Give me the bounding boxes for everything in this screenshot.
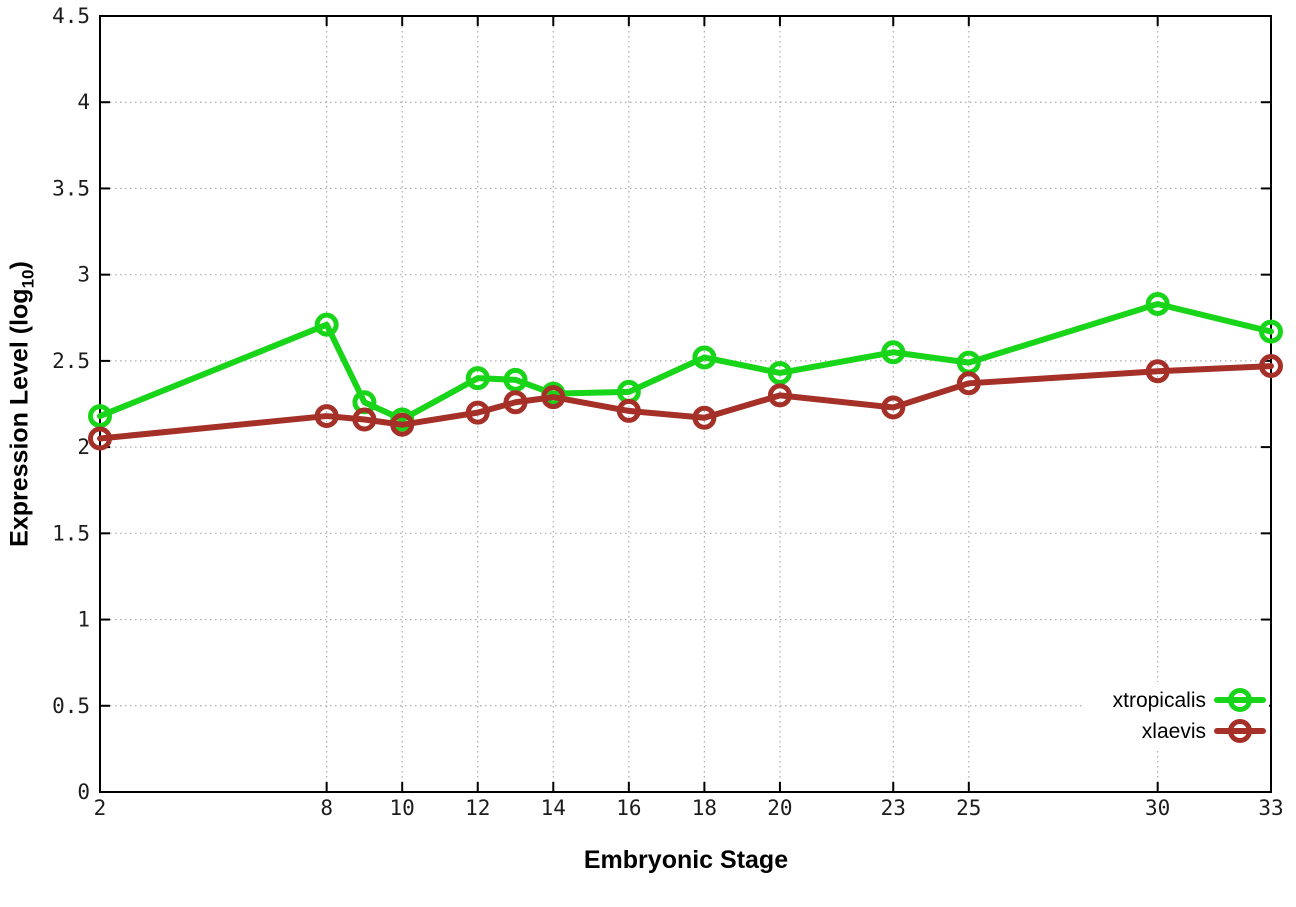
- series-line-xlaevis: [97, 363, 1274, 442]
- y-tick-label: 2: [77, 435, 90, 459]
- data-point-xtropicalis-23: [881, 340, 906, 365]
- data-point-xlaevis-14: [541, 385, 566, 410]
- x-tick-label: 14: [541, 796, 566, 820]
- data-point-xtropicalis-8: [314, 312, 339, 337]
- data-point-xlaevis-13: [503, 390, 528, 415]
- y-tick-label: 3.5: [52, 176, 90, 200]
- data-point-xlaevis-12: [465, 400, 490, 425]
- data-point-xtropicalis-20: [767, 360, 792, 385]
- series-line-xtropicalis: [97, 300, 1274, 423]
- y-tick-label: 2.5: [52, 349, 90, 373]
- x-tick-label: 33: [1258, 796, 1283, 820]
- y-tick-label: 0: [77, 780, 90, 804]
- data-point-xlaevis-8: [314, 404, 339, 429]
- data-point-xtropicalis-2: [88, 404, 112, 429]
- legend-marker-xlaevis: [1228, 719, 1252, 743]
- x-axis-title: Embryonic Stage: [583, 846, 789, 874]
- x-tick-label: 2: [94, 796, 107, 820]
- x-tick-label: 20: [767, 796, 792, 820]
- x-tick-label: 10: [390, 796, 415, 820]
- y-tick-label: 1: [77, 608, 90, 632]
- legend-label-xtropicalis: xtropicalis: [1113, 689, 1206, 712]
- y-axis-title: Expression Level (log10): [6, 261, 39, 547]
- data-point-xlaevis-2: [88, 426, 112, 451]
- y-axis-title-subscript: 10: [18, 269, 38, 289]
- y-tick-label: 4: [77, 90, 90, 114]
- y-tick-label: 4.5: [52, 4, 90, 28]
- data-point-xtropicalis-30: [1145, 291, 1170, 316]
- y-tick-label: 0.5: [52, 694, 90, 718]
- data-point-xlaevis-9: [352, 407, 377, 432]
- data-point-xlaevis-23: [881, 395, 906, 420]
- y-axis-title-suffix: ): [5, 261, 34, 270]
- data-point-xlaevis-20: [767, 383, 792, 408]
- x-tick-label: 25: [956, 796, 981, 820]
- data-point-xlaevis-16: [616, 398, 641, 423]
- legend-marker-xtropicalis: [1228, 688, 1252, 712]
- data-point-xtropicalis-13: [503, 367, 528, 392]
- x-tick-label: 16: [616, 796, 641, 820]
- x-tick-label: 12: [465, 796, 490, 820]
- data-point-xtropicalis-33: [1259, 319, 1283, 344]
- data-point-xlaevis-30: [1145, 359, 1170, 384]
- data-point-xlaevis-33: [1259, 354, 1283, 379]
- plot-border: [99, 15, 1272, 793]
- data-point-xlaevis-18: [692, 405, 717, 430]
- x-tick-label: 18: [692, 796, 717, 820]
- x-tick-label: 8: [320, 796, 333, 820]
- y-tick-label: 1.5: [52, 521, 90, 545]
- data-point-xlaevis-10: [390, 412, 415, 437]
- data-point-xtropicalis-12: [465, 366, 490, 391]
- x-tick-label: 23: [881, 796, 906, 820]
- y-tick-label: 3: [77, 263, 90, 287]
- legend-label-xlaevis: xlaevis: [1142, 720, 1206, 743]
- x-tick-label: 30: [1145, 796, 1170, 820]
- y-axis-title-text: Expression Level (log: [5, 288, 34, 547]
- data-point-xtropicalis-18: [692, 345, 717, 370]
- data-point-xlaevis-25: [956, 371, 981, 396]
